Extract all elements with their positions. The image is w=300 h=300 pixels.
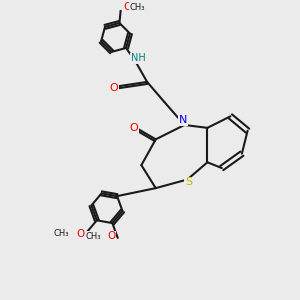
Text: S: S: [185, 177, 192, 188]
Text: N: N: [179, 115, 187, 125]
Text: O: O: [123, 2, 131, 12]
Text: O: O: [130, 123, 139, 133]
Text: CH₃: CH₃: [130, 3, 145, 12]
Text: O: O: [109, 83, 118, 93]
Text: CH₃: CH₃: [54, 230, 69, 238]
Text: NH: NH: [131, 53, 146, 63]
Text: CH₃: CH₃: [85, 232, 100, 241]
Text: O: O: [76, 229, 84, 239]
Text: O: O: [107, 232, 116, 242]
